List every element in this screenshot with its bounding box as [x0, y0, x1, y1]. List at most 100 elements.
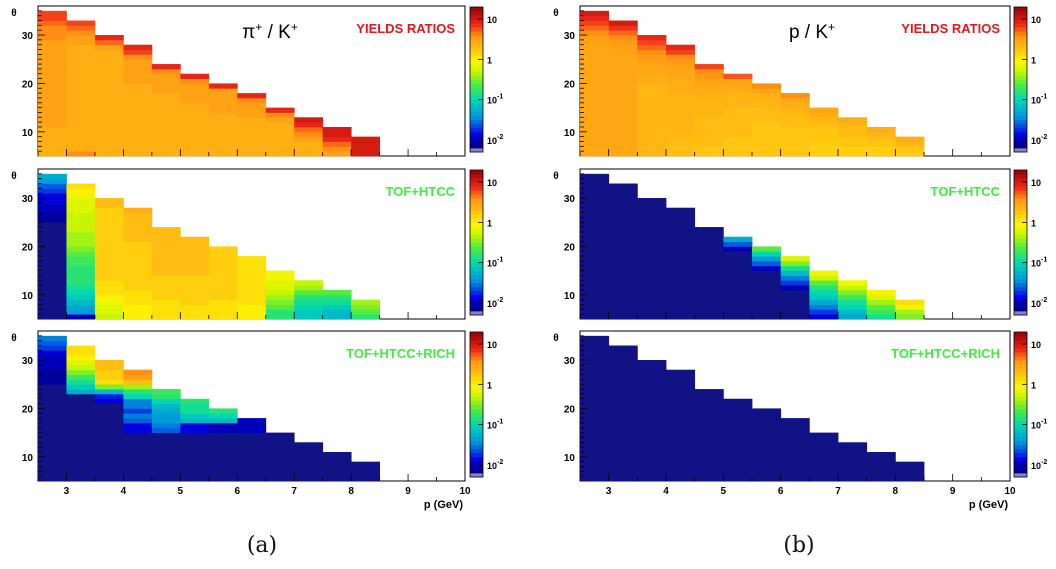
chart-a2-cell-2-20 [94, 217, 124, 223]
chart-b1-cell-10-5 [866, 126, 896, 133]
chart-a2-cell-0-1 [38, 309, 67, 315]
chart-b1-cell-0-22 [580, 44, 610, 50]
chart-a2-cell-1-18 [66, 227, 96, 233]
chart-a3-cell-1-23 [66, 364, 96, 371]
chart-b3-cell-1-0 [608, 476, 638, 482]
chart-b3-cell-1-8 [608, 437, 638, 443]
chart-b3-cell-5-6 [723, 447, 753, 453]
chart-a1-cell-0-25 [38, 30, 67, 36]
chart-a2-cell-1-8 [66, 275, 96, 281]
chart-a1-colorbar-bin [470, 135, 483, 141]
chart-b3-cell-1-25 [608, 355, 638, 361]
chart-b2-cell-10-0 [866, 314, 896, 320]
chart-a2-cell-1-17 [66, 231, 96, 238]
chart-b3-cell-2-14 [637, 408, 667, 414]
chart-a1-cell-6-8 [208, 112, 238, 118]
chart-b3-cell-1-1 [608, 471, 638, 477]
chart-b2-colorbar-bin [1014, 242, 1027, 247]
chart-b3-cell-4-12 [694, 418, 724, 424]
chart-a1-cell-2-5 [94, 126, 124, 133]
chart-b3-cell-7-12 [780, 418, 810, 424]
chart-b2-cell-0-13 [580, 251, 610, 257]
chart-a1-cell-9-7 [294, 117, 324, 123]
chart-a3-cell-4-12 [151, 418, 181, 424]
chart-a2-cell-1-22 [66, 207, 96, 213]
chart-a3-cell-1-2 [66, 466, 96, 472]
chart-b3-colorbar-bin [1014, 364, 1027, 369]
chart-a2-cell-1-27 [66, 183, 96, 189]
chart-b3-cell-1-24 [608, 360, 638, 366]
chart-a2-cell-2-1 [94, 309, 124, 315]
chart-b2-cell-4-14 [694, 246, 724, 252]
chart-a1-cell-2-11 [94, 97, 124, 104]
chart-b3-colorbar-bin [1014, 428, 1027, 434]
chart-b1-cell-2-4 [637, 131, 667, 138]
chart-a3-cell-7-3 [237, 461, 267, 467]
chart-b1-cell-2-7 [637, 117, 667, 123]
chart-b3-cell-1-6 [608, 447, 638, 453]
chart-a2-cell-1-19 [66, 222, 96, 228]
chart-b3-cell-0-24 [580, 360, 610, 366]
chart-a1-cell-4-15 [151, 78, 181, 84]
chart-b3-cell-0-3 [580, 461, 610, 467]
chart-a2-cell-1-24 [66, 198, 96, 204]
chart-a2-cell-4-11 [151, 260, 181, 267]
chart-a2-cell-6-9 [208, 270, 238, 276]
chart-a2-cell-2-6 [94, 285, 124, 291]
chart-a2-cell-3-2 [123, 304, 153, 310]
chart-a2-cell-2-12 [94, 256, 124, 262]
chart-a2-cell-3-13 [123, 251, 153, 257]
chart-b1-cell-0-26 [580, 25, 610, 31]
chart-a2-cell-0-28 [38, 178, 67, 184]
chart-b2-cell-2-19 [637, 222, 667, 228]
chart-b3-cell-2-8 [637, 437, 667, 443]
chart-a1-cell-6-10 [208, 102, 238, 109]
chart-a2-cell-0-10 [38, 265, 67, 272]
chart-a3-cell-0-5 [38, 451, 67, 458]
chart-a2-cell-2-3 [94, 299, 124, 305]
chart-b3-cell-7-10 [780, 427, 810, 434]
chart-b1-ytick-label: 10 [564, 128, 576, 139]
chart-a2-cell-0-24 [38, 198, 67, 204]
chart-a2-cell-5-4 [180, 294, 210, 301]
chart-a1-cell-0-12 [38, 93, 67, 99]
chart-b1-cell-8-5 [809, 126, 839, 133]
chart-b2-cell-6-6 [752, 285, 782, 291]
chart-b1-cell-1-4 [608, 131, 638, 138]
chart-b1-cell-0-14 [580, 83, 610, 89]
chart-b3-cell-3-18 [666, 389, 696, 395]
chart-a2-colorbar-bin [470, 278, 483, 284]
chart-b1-cell-0-21 [580, 49, 610, 55]
chart-b2-cell-4-7 [694, 280, 724, 286]
chart-b2-cell-0-23 [580, 202, 610, 209]
chart-b3-cell-2-18 [637, 389, 667, 395]
chart-a1-cell-6-12 [208, 93, 238, 99]
chart-b1-cell-1-1 [608, 146, 638, 152]
chart-b3-cell-1-22 [608, 369, 638, 375]
chart-a1-yaxis-title: θ [11, 8, 16, 19]
chart-a1-cell-6-13 [208, 88, 238, 94]
chart-a1-cell-6-0 [208, 151, 238, 157]
chart-b1-cell-1-19 [608, 59, 638, 65]
chart-b3-cell-3-1 [666, 471, 696, 477]
chart-a3-cell-2-18 [94, 389, 124, 395]
chart-b3-cell-7-3 [780, 461, 810, 467]
chart-a1-cell-7-5 [237, 126, 267, 133]
chart-a1-cell-1-26 [66, 25, 96, 31]
chart-a3-cell-6-1 [208, 471, 238, 477]
chart-a2-colorbar-bin [470, 218, 483, 223]
chart-a2-cell-6-12 [208, 256, 238, 262]
chart-a2-cell-10-1 [322, 309, 352, 315]
chart-b3-cell-2-0 [637, 476, 667, 482]
chart-a1-cell-5-2 [180, 141, 210, 147]
chart-b3-cell-0-21 [580, 374, 610, 380]
chart-b3-cell-1-13 [608, 413, 638, 419]
chart-a3-cell-1-5 [66, 451, 96, 458]
chart-b3-cell-0-12 [580, 418, 610, 424]
chart-b1-cell-3-13 [666, 88, 696, 94]
chart-b1-cell-5-11 [723, 97, 753, 104]
chart-b2-colorbar-bin [1014, 194, 1027, 199]
chart-a2-cell-2-8 [94, 275, 124, 281]
chart-a1-cell-0-26 [38, 25, 67, 31]
chart-a2-cell-1-21 [66, 212, 96, 218]
